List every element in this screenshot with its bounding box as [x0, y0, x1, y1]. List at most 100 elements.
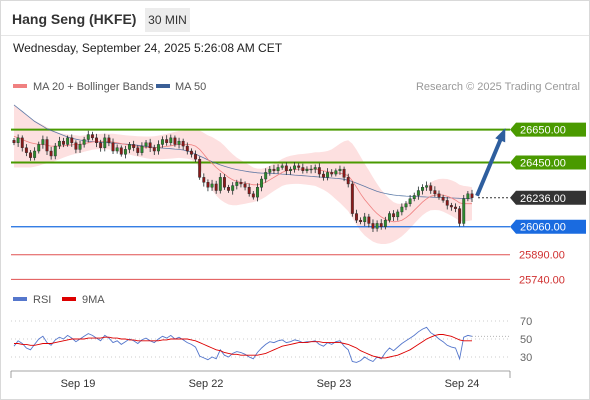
candle: [243, 181, 247, 191]
level-tag-pivot: 26060.00: [510, 219, 586, 234]
candle: [107, 134, 111, 147]
candle: [119, 145, 123, 157]
candle: [289, 166, 292, 175]
level-tag-resistance: 26650.00: [510, 122, 586, 137]
candle: [156, 140, 160, 155]
level-label: 26060.00: [520, 222, 566, 234]
candle: [185, 142, 189, 155]
instrument-title: Hang Seng (HKFE): [12, 11, 137, 27]
x-tick-label: Sep 22: [189, 378, 224, 390]
candle: [66, 135, 70, 147]
candle: [128, 141, 131, 154]
candle: [313, 164, 317, 174]
candle: [49, 146, 53, 160]
candle: [123, 145, 127, 159]
candle: [82, 136, 86, 148]
candle: [181, 138, 185, 150]
legend-label-ma50: MA 50: [175, 81, 206, 93]
candle: [396, 209, 400, 221]
candle: [173, 135, 177, 147]
rsi-tick-label: 50: [520, 334, 532, 346]
candle: [392, 210, 396, 221]
candle: [161, 136, 164, 148]
candle: [268, 166, 272, 176]
level-tag-resistance: 26450.00: [510, 155, 586, 170]
candle: [462, 194, 466, 227]
candle: [404, 201, 408, 211]
rsi-tick-label: 30: [520, 352, 532, 364]
candle: [363, 212, 367, 227]
candle: [247, 183, 251, 197]
candle: [256, 183, 259, 202]
candle: [202, 173, 206, 187]
candle: [251, 191, 255, 200]
forecast-arrow: [475, 132, 505, 197]
candle: [33, 147, 37, 161]
bollinger-band: [14, 104, 472, 245]
candle: [441, 194, 445, 203]
candle: [12, 138, 16, 146]
candle: [445, 196, 449, 210]
legend-label-rsi: RSI: [33, 294, 51, 306]
candle: [470, 189, 474, 203]
candle: [338, 165, 342, 175]
level-tag-last: 26236.00: [510, 190, 586, 205]
candle: [152, 144, 156, 155]
candle: [198, 156, 202, 180]
candle: [421, 184, 424, 195]
candle: [454, 203, 457, 213]
candle: [95, 133, 98, 148]
candle: [218, 173, 222, 194]
level-label: 26236.00: [520, 193, 566, 205]
rsi-legend: RSI 9MA: [13, 294, 105, 306]
candle: [70, 134, 74, 147]
candle: [78, 140, 82, 153]
candle: [355, 209, 358, 223]
candle: [53, 142, 57, 160]
candle: [239, 178, 243, 188]
candle: [165, 135, 169, 146]
price-panel: 26650.00 26450.00 26236.00 26060.00 25890.00…: [11, 104, 586, 286]
interval-button[interactable]: 30 MIN: [145, 8, 190, 32]
level-label: 26450.00: [520, 158, 566, 170]
candle: [309, 165, 313, 174]
candle: [29, 150, 32, 161]
candle: [99, 139, 103, 152]
ma20-line: [13, 135, 472, 223]
candle: [416, 186, 420, 200]
candle: [194, 150, 197, 163]
legend-swatch-ma20: [13, 84, 27, 88]
candle: [305, 166, 309, 174]
x-tick-label: Sep 19: [61, 378, 96, 390]
candle: [429, 182, 433, 194]
level-label: 25890.00: [519, 250, 565, 262]
ma50-line: [13, 104, 473, 200]
rsi-ma-line: [14, 334, 472, 359]
x-tick-label: Sep 23: [317, 378, 352, 390]
candle: [350, 181, 354, 217]
candle: [412, 192, 416, 202]
level-tag-support: 25740.00: [519, 274, 565, 286]
candle: [206, 179, 210, 192]
candle: [90, 131, 94, 141]
time-axis: Sep 19 Sep 22 Sep 23 Sep 24: [10, 370, 511, 390]
candle: [222, 174, 226, 190]
rsi-panel: 70 50 30: [11, 316, 532, 364]
candle: [466, 191, 470, 202]
legend-swatch-ma50: [156, 84, 170, 88]
candle: [45, 136, 49, 155]
candle: [140, 142, 144, 156]
candle: [276, 164, 280, 174]
level-label: 25740.00: [519, 274, 565, 286]
candle: [293, 162, 297, 173]
candle: [280, 163, 284, 170]
legend-label-9ma: 9MA: [82, 294, 105, 306]
candle: [214, 180, 218, 194]
candle: [379, 219, 383, 230]
candle: [272, 164, 276, 174]
level-tag-support: 25890.00: [519, 250, 565, 262]
timestamp: Wednesday, September 24, 2025 5:26:08 AM…: [13, 41, 283, 55]
candle: [383, 216, 387, 230]
legend-label-ma20: MA 20 + Bollinger Bands: [33, 81, 154, 93]
